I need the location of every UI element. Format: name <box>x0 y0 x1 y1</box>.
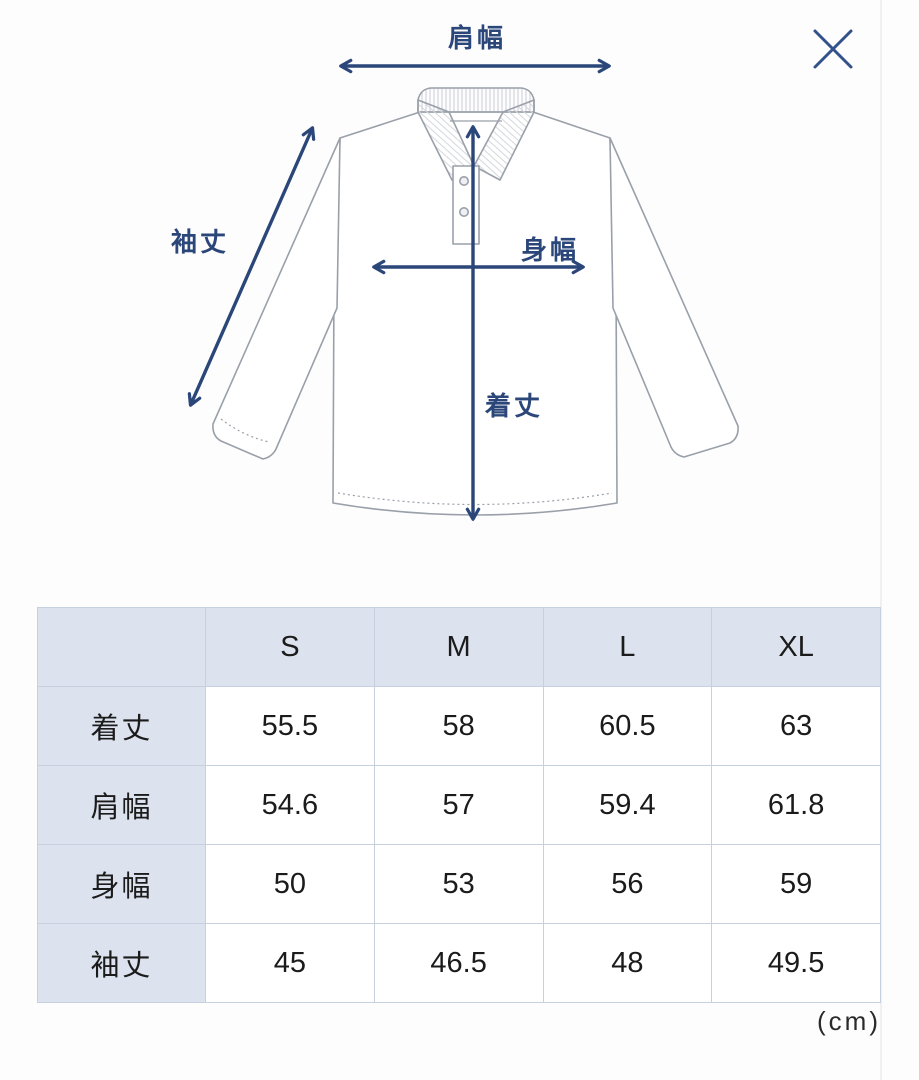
measurement-row-header: 身幅 <box>37 844 206 924</box>
size-value-cell: 53 <box>373 844 544 924</box>
measurement-row-header: 肩幅 <box>37 765 206 845</box>
shirt-measurement-diagram <box>187 58 739 521</box>
table-row-length: 着丈 55.5 58 60.5 63 <box>37 686 881 766</box>
size-value-cell: 46.5 <box>373 923 544 1003</box>
size-value-cell: 60.5 <box>542 686 713 766</box>
size-table-header-row: S M L XL <box>37 607 881 687</box>
body-width-label: 身幅 <box>520 235 579 265</box>
size-value-cell: 59.4 <box>542 765 713 845</box>
unit-note: (cm) <box>817 1006 881 1036</box>
size-value-cell: 63 <box>711 686 881 766</box>
size-column-header-xl: XL <box>711 607 881 687</box>
size-value-cell: 54.6 <box>205 765 375 845</box>
size-value-cell: 61.8 <box>711 765 881 845</box>
size-column-header-l: L <box>542 607 713 687</box>
size-table: S M L XL 着丈 55.5 58 60.5 63 肩幅 54.6 57 <box>37 607 881 1003</box>
table-row-sleeve: 袖丈 45 46.5 48 49.5 <box>37 923 881 1003</box>
measurement-row-header: 袖丈 <box>37 923 206 1003</box>
shoulder-width-label: 肩幅 <box>447 23 506 53</box>
table-row-bodywidth: 身幅 50 53 56 59 <box>37 844 881 924</box>
size-value-cell: 56 <box>542 844 713 924</box>
size-value-cell: 49.5 <box>711 923 881 1003</box>
measurement-row-header: 着丈 <box>37 686 206 766</box>
size-value-cell: 55.5 <box>205 686 375 766</box>
size-column-header-m: M <box>373 607 544 687</box>
size-column-header-s: S <box>205 607 375 687</box>
body-length-label: 着丈 <box>484 391 543 421</box>
size-value-cell: 59 <box>711 844 881 924</box>
size-value-cell: 50 <box>205 844 375 924</box>
size-value-cell: 48 <box>542 923 713 1003</box>
table-row-shoulder: 肩幅 54.6 57 59.4 61.8 <box>37 765 881 845</box>
close-icon <box>813 29 853 69</box>
sleeve-length-label: 袖丈 <box>170 227 229 257</box>
shirt-outline <box>212 87 739 516</box>
size-table-corner-cell <box>37 607 206 687</box>
sleeve-length-arrow <box>187 126 316 407</box>
size-value-cell: 57 <box>373 765 544 845</box>
content-edge-divider <box>880 0 882 1080</box>
size-value-cell: 58 <box>373 686 544 766</box>
close-button[interactable] <box>800 16 866 82</box>
size-value-cell: 45 <box>205 923 375 1003</box>
size-table-container: S M L XL 着丈 55.5 58 60.5 63 肩幅 54.6 57 <box>37 607 881 1003</box>
